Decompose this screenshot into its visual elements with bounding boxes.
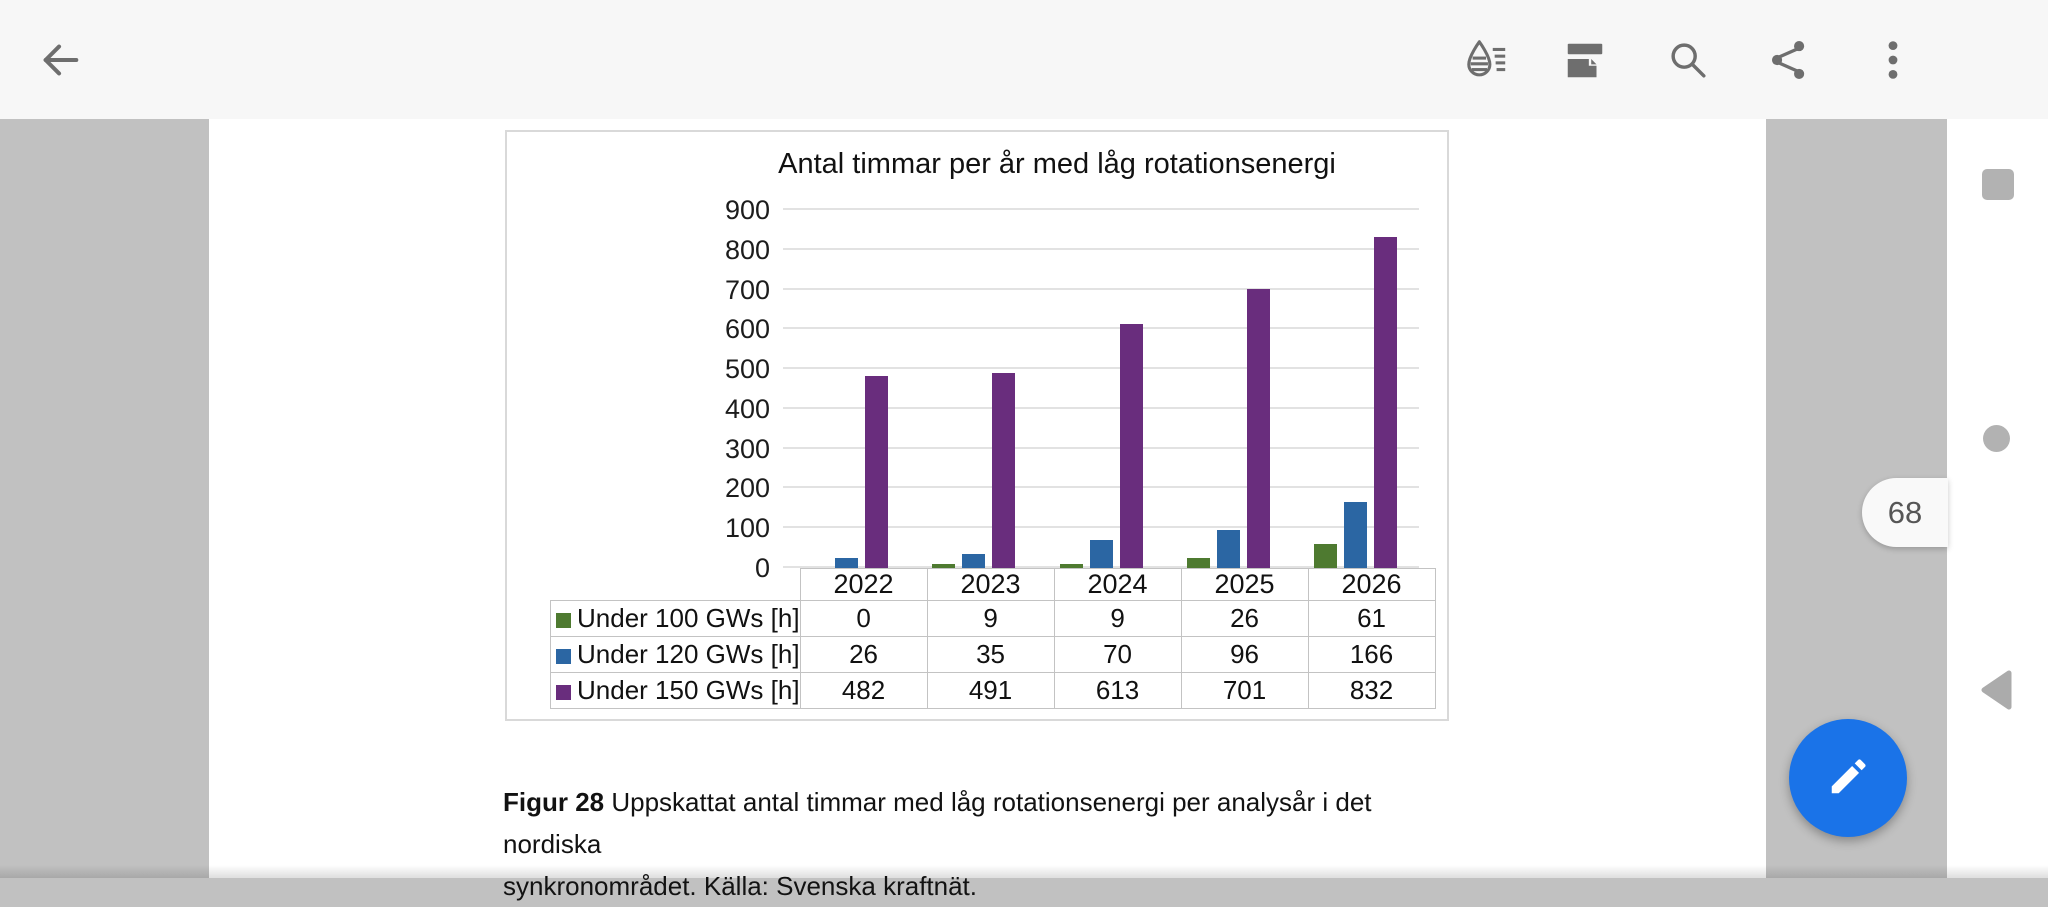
y-axis-tick-label: 900 xyxy=(724,195,770,225)
series-value: 701 xyxy=(1180,672,1309,709)
year-header: 2026 xyxy=(1307,568,1436,601)
gridline xyxy=(783,287,1419,290)
series-label: Under 100 GWs [h] xyxy=(550,600,801,637)
table-row: Under 100 GWs [h] 0 9 9 26 61 xyxy=(550,600,1436,637)
series-value: 26 xyxy=(1180,600,1309,637)
bar-2023-Under-150-GWs-h- xyxy=(992,372,1016,568)
search-button[interactable] xyxy=(1664,36,1712,84)
ink-annotate-icon xyxy=(1464,37,1510,83)
legend-swatch xyxy=(556,685,571,700)
right-scroll-strip xyxy=(1947,119,2048,878)
legend-swatch xyxy=(556,613,571,628)
table-header-row: 2022 2023 2024 2025 2026 xyxy=(551,568,1436,601)
scroll-indicator-square xyxy=(1982,169,2014,200)
series-value: 491 xyxy=(926,672,1055,709)
annotate-button[interactable] xyxy=(1463,36,1511,84)
gridline xyxy=(783,208,1419,210)
series-label: Under 120 GWs [h] xyxy=(550,636,801,673)
share-icon xyxy=(1767,37,1813,83)
page-number: 68 xyxy=(1887,494,1923,530)
series-value: 70 xyxy=(1053,636,1182,673)
gridline xyxy=(783,486,1419,489)
figure-caption: Figur 28 Uppskattat antal timmar med låg… xyxy=(503,781,1463,907)
triangle-left-icon xyxy=(1979,670,2013,713)
search-icon xyxy=(1665,37,1711,83)
chart-data-table: 2022 2023 2024 2025 2026 Under 100 GWs [h] 0 9 9… xyxy=(550,568,1436,709)
year-header: 2023 xyxy=(926,568,1055,601)
edit-fab[interactable] xyxy=(1789,719,1907,837)
series-value: 35 xyxy=(926,636,1055,673)
pencil-icon xyxy=(1822,751,1874,806)
series-value: 166 xyxy=(1307,636,1436,673)
bar-2026-Under-150-GWs-h- xyxy=(1373,237,1397,568)
series-value: 0 xyxy=(799,600,928,637)
gridline xyxy=(783,406,1419,409)
figure-caption-label: Figur 28 xyxy=(503,787,605,817)
series-value: 26 xyxy=(799,636,928,673)
page-number-badge: 68 xyxy=(1862,478,1948,547)
gridline xyxy=(783,526,1419,529)
y-axis-tick-label: 400 xyxy=(724,393,770,424)
bar-2023-Under-120-GWs-h- xyxy=(962,554,986,568)
series-value: 9 xyxy=(926,600,1055,637)
series-value: 96 xyxy=(1180,636,1309,673)
bar-2024-Under-150-GWs-h- xyxy=(1119,324,1143,568)
gridline xyxy=(783,446,1419,449)
bar-2025-Under-150-GWs-h- xyxy=(1246,289,1270,568)
print-layout-icon xyxy=(1562,37,1608,83)
series-value: 613 xyxy=(1053,672,1182,709)
document-page[interactable]: Antal timmar per år med låg rotationsene… xyxy=(209,119,1766,901)
y-axis-tick-label: 700 xyxy=(724,274,770,305)
bar-2022-Under-120-GWs-h- xyxy=(835,557,859,568)
series-label: Under 150 GWs [h] xyxy=(550,672,801,709)
overflow-menu-button[interactable] xyxy=(1869,36,1917,84)
series-value: 832 xyxy=(1307,672,1436,709)
y-axis-tick-label: 200 xyxy=(724,473,770,504)
back-arrow-icon xyxy=(37,37,83,83)
chart-title: Antal timmar per år med låg rotationsene… xyxy=(778,148,1336,180)
plot-area xyxy=(783,208,1419,568)
gridline xyxy=(783,327,1419,330)
gridline xyxy=(783,247,1419,250)
y-axis-tick-label: 800 xyxy=(724,234,770,265)
bottom-edge-scrim xyxy=(0,865,2048,878)
y-axis-tick-label: 0 xyxy=(754,553,770,583)
scroll-indicator-circle xyxy=(1983,425,2010,452)
figure-caption-line1: Uppskattat antal timmar med låg rotation… xyxy=(503,787,1372,859)
y-axis-tick-label: 300 xyxy=(724,433,770,464)
bar-chart: Antal timmar per år med låg rotationsene… xyxy=(505,130,1449,721)
table-row: Under 120 GWs [h] 26 35 70 96 166 xyxy=(550,636,1436,673)
y-axis-tick-label: 600 xyxy=(724,314,770,345)
series-value: 482 xyxy=(799,672,928,709)
bar-2024-Under-120-GWs-h- xyxy=(1089,540,1113,568)
back-button[interactable] xyxy=(36,36,84,84)
bar-2025-Under-120-GWs-h- xyxy=(1216,529,1240,568)
legend-swatch xyxy=(556,649,571,664)
year-header: 2022 xyxy=(799,568,928,601)
year-header: 2025 xyxy=(1180,568,1309,601)
bar-2025-Under-100-GWs-h- xyxy=(1186,557,1210,568)
bar-2022-Under-150-GWs-h- xyxy=(865,376,889,568)
series-value: 61 xyxy=(1307,600,1436,637)
y-axis-tick-label: 100 xyxy=(724,513,770,544)
top-toolbar xyxy=(0,0,2048,119)
table-row: Under 150 GWs [h] 482 491 613 701 832 xyxy=(550,672,1436,709)
overflow-menu-icon xyxy=(1870,37,1916,83)
bar-2026-Under-100-GWs-h- xyxy=(1313,543,1337,568)
share-button[interactable] xyxy=(1766,36,1814,84)
bar-2023-Under-100-GWs-h- xyxy=(932,564,956,568)
print-layout-button[interactable] xyxy=(1561,36,1609,84)
collapse-panel-button[interactable] xyxy=(1979,670,2013,710)
bar-2026-Under-120-GWs-h- xyxy=(1343,501,1367,568)
series-value: 9 xyxy=(1053,600,1182,637)
bar-2024-Under-100-GWs-h- xyxy=(1059,564,1083,568)
year-header: 2024 xyxy=(1053,568,1182,601)
gridline xyxy=(783,367,1419,370)
y-axis-tick-label: 500 xyxy=(724,354,770,385)
